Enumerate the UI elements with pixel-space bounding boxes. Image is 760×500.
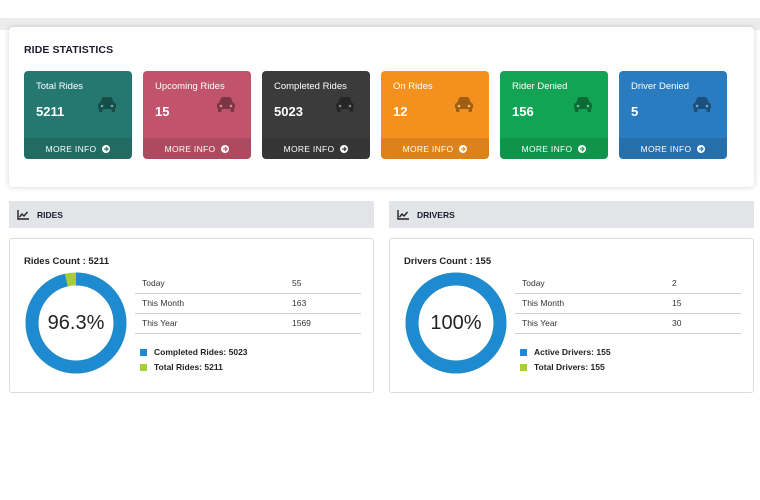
row-value: 55 — [285, 273, 361, 294]
car-icon — [336, 97, 354, 112]
stat-card: Upcoming Rides 15 MORE INFO — [143, 71, 251, 159]
row-value: 30 — [665, 313, 741, 334]
arrow-circle-right-icon — [340, 144, 349, 153]
arrow-circle-right-icon — [459, 144, 468, 153]
table-row: This Year 30 — [515, 313, 741, 334]
legend-swatch — [520, 363, 527, 371]
stat-card-value: 5211 — [36, 104, 65, 119]
legend-item: Completed Rides: 5023 — [140, 347, 248, 357]
row-label: Today — [515, 273, 665, 294]
car-icon — [693, 97, 711, 112]
stat-card: Completed Rides 5023 MORE INFO — [262, 71, 370, 159]
rides-stats-table: Today 55 This Month 163 This Year 1569 — [135, 273, 361, 334]
drivers-stats-table: Today 2 This Month 15 This Year 30 — [515, 273, 741, 334]
row-label: This Year — [515, 313, 665, 334]
row-label: Today — [135, 273, 285, 294]
stat-card: On Rides 12 MORE INFO — [381, 71, 489, 159]
table-row: This Year 1569 — [135, 313, 361, 334]
car-icon — [217, 97, 235, 112]
stat-card-value: 5023 — [274, 104, 303, 119]
stat-card-label: Driver Denied — [631, 81, 690, 92]
legend-swatch — [140, 363, 147, 371]
more-info-link[interactable]: MORE INFO — [619, 138, 727, 159]
legend-item: Total Drivers: 155 — [520, 362, 605, 372]
arrow-circle-right-icon — [697, 144, 706, 153]
row-label: This Month — [135, 293, 285, 314]
drivers-section-title: DRIVERS — [417, 209, 455, 220]
stat-card-value: 12 — [393, 104, 408, 119]
drivers-donut-chart — [405, 272, 507, 374]
rides-donut-chart — [25, 272, 127, 374]
rides-donut-label: 96.3% — [47, 311, 105, 334]
stat-card: Driver Denied 5 MORE INFO — [619, 71, 727, 159]
arrow-circle-right-icon — [102, 144, 111, 153]
car-icon — [98, 97, 116, 112]
row-label: This Year — [135, 313, 285, 334]
stat-card-value: 15 — [155, 104, 170, 119]
arrow-circle-right-icon — [578, 144, 587, 153]
drivers-count-title: Drivers Count : 155 — [404, 256, 492, 267]
stat-card-label: Completed Rides — [274, 81, 347, 92]
stat-card: Total Rides 5211 MORE INFO — [24, 71, 132, 159]
more-info-label: MORE INFO — [164, 143, 216, 154]
ride-statistics-panel: RIDE STATISTICS Total Rides 5211 MORE INFO… — [9, 27, 754, 187]
ride-statistics-title: RIDE STATISTICS — [24, 44, 114, 56]
legend-label: Total Drivers: 155 — [534, 362, 605, 372]
legend-label: Completed Rides: 5023 — [154, 347, 248, 357]
legend-item: Total Rides: 5211 — [140, 362, 223, 372]
stat-card-label: Rider Denied — [512, 81, 568, 92]
row-value: 163 — [285, 293, 361, 314]
line-chart-icon — [397, 209, 409, 220]
more-info-link[interactable]: MORE INFO — [143, 138, 251, 159]
drivers-count-box: Drivers Count : 155 100% Today 2 This Mo… — [389, 238, 754, 393]
row-value: 2 — [665, 273, 741, 294]
car-icon — [455, 97, 473, 112]
stat-card-value: 5 — [631, 104, 639, 119]
donut-main-segment — [25, 272, 127, 374]
more-info-label: MORE INFO — [283, 143, 335, 154]
rides-count-title: Rides Count : 5211 — [24, 256, 109, 267]
stat-card-label: On Rides — [393, 81, 433, 92]
legend-label: Total Rides: 5211 — [154, 362, 223, 372]
table-row: Today 55 — [135, 273, 361, 294]
row-value: 1569 — [285, 313, 361, 334]
row-value: 15 — [665, 293, 741, 314]
legend-label: Active Drivers: 155 — [534, 347, 611, 357]
more-info-label: MORE INFO — [521, 143, 573, 154]
table-row: This Month 15 — [515, 293, 741, 314]
stat-card: Rider Denied 156 MORE INFO — [500, 71, 608, 159]
rides-section-header: RIDES — [9, 201, 374, 228]
more-info-link[interactable]: MORE INFO — [262, 138, 370, 159]
drivers-donut-label: 100% — [430, 311, 482, 334]
stat-card-label: Total Rides — [36, 81, 83, 92]
more-info-link[interactable]: MORE INFO — [500, 138, 608, 159]
stat-card-label: Upcoming Rides — [155, 81, 225, 92]
legend-swatch — [140, 348, 147, 356]
more-info-label: MORE INFO — [402, 143, 454, 154]
more-info-label: MORE INFO — [640, 143, 692, 154]
legend-swatch — [520, 348, 527, 356]
drivers-section-header: DRIVERS — [389, 201, 754, 228]
stat-card-value: 156 — [512, 104, 534, 119]
arrow-circle-right-icon — [221, 144, 230, 153]
car-icon — [574, 97, 592, 112]
rides-section-title: RIDES — [37, 209, 63, 220]
rides-count-box: Rides Count : 5211 96.3% Today 55 This M… — [9, 238, 374, 393]
legend-item: Active Drivers: 155 — [520, 347, 611, 357]
table-row: Today 2 — [515, 273, 741, 294]
line-chart-icon — [17, 209, 29, 220]
more-info-link[interactable]: MORE INFO — [381, 138, 489, 159]
more-info-label: MORE INFO — [45, 143, 97, 154]
table-row: This Month 163 — [135, 293, 361, 314]
row-label: This Month — [515, 293, 665, 314]
more-info-link[interactable]: MORE INFO — [24, 138, 132, 159]
donut-main-segment — [405, 272, 507, 374]
